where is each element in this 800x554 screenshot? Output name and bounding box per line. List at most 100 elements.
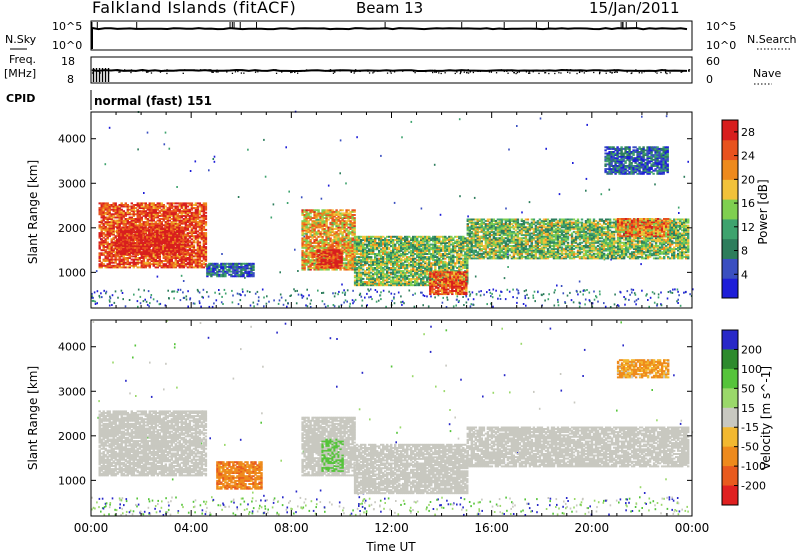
rti-cell (525, 289, 527, 291)
nave-dot (297, 73, 298, 74)
rti-cell (120, 247, 122, 249)
nave-dot (217, 71, 218, 72)
rti-cell (221, 296, 223, 298)
nave-dot (436, 72, 437, 73)
rti-cell (181, 202, 183, 204)
nave-dot (256, 70, 257, 71)
rti-cell (240, 294, 242, 296)
nave-dot (237, 71, 238, 72)
rti-cell (147, 132, 149, 134)
rti-cell (268, 301, 270, 303)
rti-cell (169, 148, 171, 150)
rti-cell (255, 293, 257, 295)
rti-cell (569, 292, 571, 294)
rti-cell (262, 289, 264, 291)
rti-cell (183, 280, 185, 282)
rti-cell (362, 300, 364, 302)
rti-cell (383, 290, 385, 292)
rti-cell (371, 298, 373, 300)
rti-cell (586, 178, 588, 180)
rti-cell (110, 297, 112, 299)
rti-cell (456, 299, 458, 301)
rti-cell (257, 303, 259, 305)
rti-cell (492, 296, 494, 298)
rti-cell (624, 304, 626, 306)
rti-cell (206, 291, 208, 293)
rti-cell (308, 294, 310, 296)
rti-cell (174, 290, 176, 292)
rti-cell (469, 295, 471, 297)
rti-cell (563, 292, 565, 294)
nave-dot (193, 69, 194, 70)
rti-cell (661, 304, 663, 306)
nave-dot (470, 71, 471, 72)
rti-cell (112, 294, 114, 296)
nave-dot (300, 71, 301, 72)
rti-cell (345, 299, 347, 301)
rti-cell (360, 293, 362, 295)
rti-cell (426, 295, 428, 297)
rti-cell (361, 296, 363, 298)
nave-dot (333, 73, 334, 74)
nave-dot (441, 73, 442, 74)
nave-dot (282, 70, 283, 71)
nave-dot (354, 72, 355, 73)
rti-cell (186, 299, 188, 301)
nave-dot (434, 70, 435, 71)
rti-cell (122, 298, 124, 300)
rti-cell (584, 290, 586, 292)
nave-top-tick: 60 (706, 55, 720, 68)
rti-cell (635, 303, 637, 305)
rti-cell (197, 289, 199, 291)
rti-cell (298, 294, 300, 296)
nave-dot (560, 72, 561, 73)
rti-cell (352, 299, 354, 301)
nave-dot (294, 72, 295, 73)
rti-cell (317, 290, 319, 292)
nave-dot (153, 70, 154, 71)
rti-cell (529, 201, 531, 203)
nave-dot (243, 73, 244, 74)
nave-dot (672, 70, 673, 71)
rti-cell (286, 306, 288, 308)
rti-cell (640, 263, 642, 265)
nave-dot (270, 70, 271, 71)
rti-cell (205, 221, 207, 223)
rti-cell (157, 300, 159, 302)
rti-cell (120, 251, 122, 253)
rti-cell (224, 289, 226, 291)
rti-cell (490, 295, 492, 297)
rti-cell (468, 298, 470, 300)
rti-cell (238, 303, 240, 305)
rti-cell (199, 241, 201, 243)
rti-cell (115, 202, 117, 204)
nave-dot (139, 69, 140, 70)
nave-dot (394, 71, 395, 72)
nave-dot (584, 72, 585, 73)
rti-cell (459, 118, 461, 120)
rti-cell (214, 156, 216, 158)
nave-dot (606, 73, 607, 74)
rti-cell (380, 298, 382, 300)
nave-dot (158, 70, 159, 71)
rti-cell (641, 290, 643, 292)
rti-cell (683, 292, 685, 294)
nave-dot (359, 71, 360, 72)
rti-cell (495, 290, 497, 292)
nave-dot (124, 69, 125, 70)
nave-dot (339, 69, 340, 70)
nave-dot (118, 71, 119, 72)
rti-cell (187, 306, 189, 308)
nave-dot (554, 73, 555, 74)
rti-cell (172, 291, 174, 293)
nave-dot (200, 69, 201, 70)
rti-cell (122, 227, 124, 229)
rti-cell (516, 289, 518, 291)
rti-cell (672, 289, 674, 291)
rti-cell (237, 293, 239, 295)
rti-cell (240, 263, 242, 265)
rti-cell (143, 192, 145, 194)
nave-dot (195, 70, 196, 71)
rti-cell (442, 297, 444, 299)
rti-cell (430, 295, 432, 297)
